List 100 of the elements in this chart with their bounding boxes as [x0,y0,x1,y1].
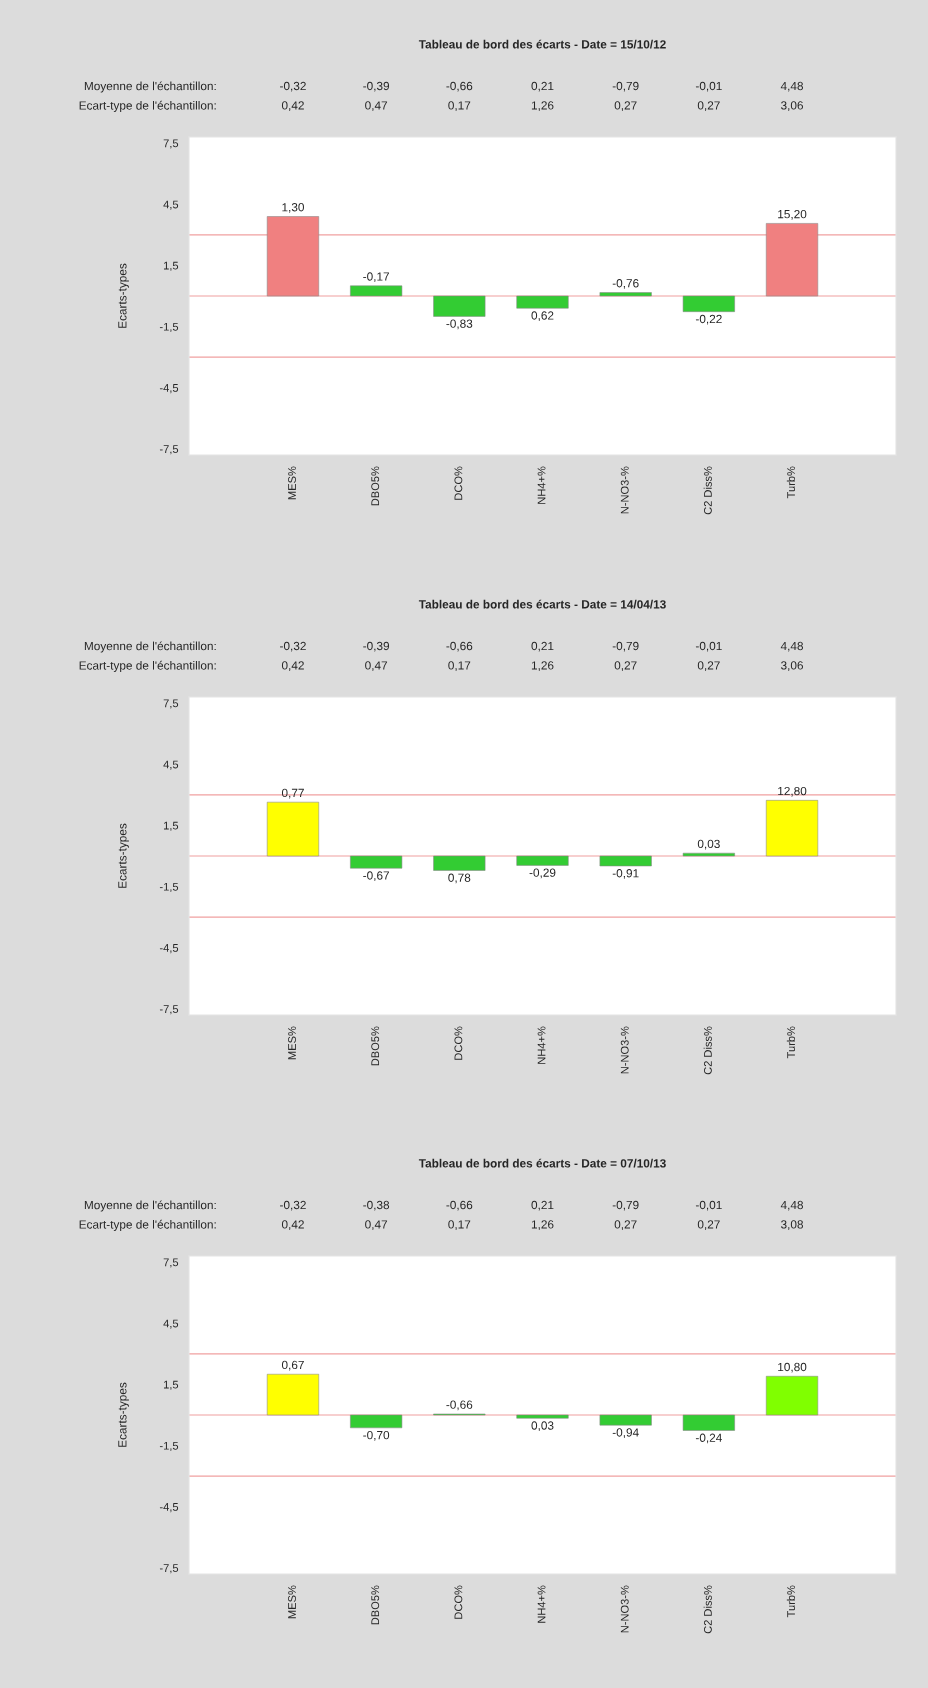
text: 4,48 [780,641,804,652]
text: 0,42 [281,661,304,672]
y-axis-title: Ecarts-types [118,823,129,888]
bar [350,1414,403,1429]
annotation: -0,83 [446,319,473,330]
text: 4,48 [780,1200,804,1211]
y-axis-title: Ecarts-types [118,1382,129,1447]
annotation: 0,77 [281,788,304,799]
x-tick-label: C2 Diss% [703,1585,712,1634]
text: -0,39 [363,81,390,92]
y-tick-label: 7,5 [163,1258,179,1268]
text: -0,66 [446,641,473,652]
annotation: -0,29 [529,868,556,879]
x-tick-label: DCO% [454,466,463,500]
y-tick-label: -7,5 [159,1005,179,1015]
x-tick-label: MES% [288,1585,296,1619]
text: -0,32 [280,81,306,92]
text: -0,79 [612,1200,639,1211]
x-tick-label: Turb% [786,1026,796,1059]
text: 1,26 [531,661,554,672]
annotation: -0,22 [695,314,722,325]
x-tick-label: MES% [288,466,296,500]
text: Ecart-type de l'échantillon: [79,100,216,113]
bar [516,295,569,309]
x-tick-label: Turb% [786,466,796,499]
text: Moyenne de l'échantillon: [84,641,216,653]
text: -0,66 [446,81,473,92]
bar [516,1414,569,1419]
chart-title: Tableau de bord des écarts - Date = 14/04/13 [418,599,666,609]
text: Ecart-type de l'échantillon: [79,1219,216,1232]
annotation: -0,70 [363,1430,390,1441]
bar [682,1414,735,1431]
text: -0,01 [695,81,722,92]
bar [266,216,320,297]
text: -0,79 [612,641,639,652]
annotation: 0,78 [448,873,471,884]
text: -0,39 [363,641,390,652]
text: -0,79 [612,81,639,92]
text: 3,06 [780,661,803,672]
y-tick-label: -1,5 [159,882,179,893]
text: 0,27 [697,1220,720,1231]
x-tick-label: NH4+% [537,1026,546,1064]
text: 0,21 [531,641,554,652]
text: 0,17 [448,661,471,672]
text: Ecart-type de l'échantillon: [79,660,216,673]
bar [516,855,569,866]
text: 0,17 [448,101,471,112]
annotation: 1,30 [282,203,304,213]
text: 0,27 [697,101,720,112]
x-tick-label: C2 Diss% [703,1026,712,1075]
x-tick-label: DBO5% [371,466,380,506]
text: 0,21 [531,1200,554,1211]
x-tick-label: DCO% [454,1585,463,1619]
annotation: 0,62 [531,311,554,322]
x-tick-label: DCO% [454,1026,463,1060]
x-tick-label: DBO5% [371,1026,380,1066]
bar [350,285,403,297]
text: 0,47 [365,101,388,112]
text: 0,17 [448,1220,471,1231]
y-tick-label: 4,5 [163,200,179,210]
text: 1,26 [531,101,554,112]
y-tick-label: 4,5 [163,760,179,770]
text: 0,42 [281,1220,304,1231]
x-tick-label: DBO5% [371,1585,380,1625]
text: 0,42 [281,101,304,112]
x-tick-label: NH4+% [537,466,546,504]
text: Moyenne de l'échantillon: [84,1200,216,1212]
text: 0,47 [365,1220,388,1231]
x-tick-label: NH4+% [537,1585,546,1623]
y-tick-label: -4,5 [159,384,179,394]
text: -0,38 [363,1200,390,1211]
chart-title: Tableau de bord des écarts - Date = 15/10/12 [418,39,666,49]
text: 0,27 [614,661,637,672]
annotation: -0,76 [612,279,639,289]
bar [682,295,735,312]
y-tick-label: 1,5 [163,1380,179,1390]
text: 0,47 [365,661,388,672]
y-tick-label: -4,5 [159,1503,179,1513]
text: 4,48 [780,81,804,92]
bar [765,223,819,297]
annotation: -0,67 [363,871,390,882]
annotation: 12,80 [778,786,807,797]
annotation: 15,20 [778,209,807,220]
y-tick-label: -7,5 [159,445,179,455]
annotation: -0,91 [612,869,639,879]
bar [433,295,486,317]
text: -0,01 [695,641,722,652]
bar [765,1375,819,1416]
text: 0,21 [531,81,554,92]
bar [682,852,735,857]
y-tick-label: -1,5 [159,1441,179,1452]
y-tick-label: 1,5 [163,821,179,831]
text: 1,26 [531,1220,554,1231]
annotation: -0,24 [695,1433,722,1444]
text: 3,06 [780,101,803,112]
x-tick-label: Turb% [786,1585,796,1618]
y-tick-label: 7,5 [163,139,179,149]
text: -0,32 [280,1200,306,1211]
text: -0,32 [280,641,306,652]
x-tick-label: N-NO3-% [620,1026,629,1074]
